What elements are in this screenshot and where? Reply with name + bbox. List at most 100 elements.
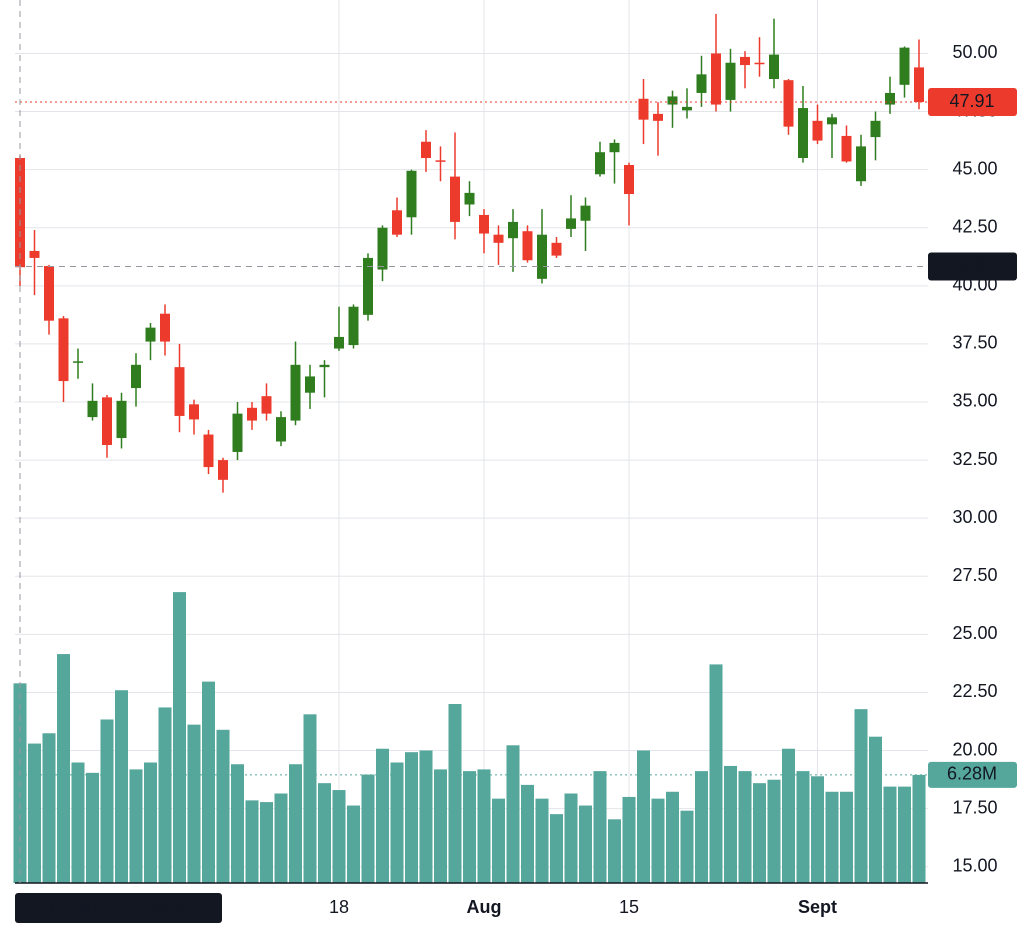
volume-bar — [811, 776, 824, 883]
candle-body — [783, 80, 794, 127]
volume-bar — [173, 592, 186, 883]
volume-bar — [332, 790, 346, 883]
candle-body — [595, 152, 605, 175]
candle-body — [116, 400, 127, 439]
y-tick-label: 17.50 — [952, 797, 997, 817]
y-tick-label: 45.00 — [952, 158, 997, 178]
candle-body — [667, 96, 678, 105]
volume-bar — [318, 783, 331, 883]
volume-bar — [289, 764, 302, 883]
candle-body — [827, 117, 837, 125]
y-tick-label: 27.50 — [952, 565, 997, 585]
volume-bar — [709, 664, 723, 883]
x-tick-label: 15 — [619, 897, 639, 917]
volume-bar — [506, 745, 520, 883]
volume-bar — [448, 703, 462, 883]
candle-body — [348, 306, 359, 346]
candle-body — [174, 367, 185, 416]
y-tick-label: 35.00 — [952, 391, 997, 411]
crosshair-price-box — [928, 252, 1017, 281]
candle-body — [580, 205, 591, 221]
x-tick-label: Sept — [798, 897, 837, 917]
volume-bar — [912, 774, 926, 883]
candle-body — [899, 47, 910, 85]
volume-bar — [361, 774, 375, 883]
candle-body — [841, 135, 852, 162]
candle-body — [711, 53, 721, 105]
volume-bar — [202, 681, 215, 883]
volume-bar — [724, 765, 737, 883]
candle-body — [479, 214, 489, 234]
candle-body — [421, 141, 431, 159]
volume-bar — [42, 733, 56, 883]
volume-bar — [347, 805, 360, 883]
candle-body — [44, 266, 54, 321]
volume-bar — [129, 769, 143, 883]
y-tick-label: 20.00 — [952, 739, 997, 759]
volume-bar — [680, 810, 694, 883]
candle-body — [406, 170, 417, 218]
crosshair-time-box — [15, 893, 222, 923]
volume-bar — [883, 786, 897, 883]
candle-body — [247, 407, 257, 421]
candle-body — [725, 62, 736, 100]
volume-bar — [57, 654, 70, 883]
x-tick-label: Aug — [467, 897, 502, 917]
candle-body — [377, 227, 388, 270]
volume-bar — [86, 772, 99, 883]
volume-bar — [608, 819, 621, 883]
candle-body — [232, 413, 243, 452]
volume-bar — [28, 743, 41, 883]
candle-body — [203, 434, 214, 468]
y-tick-label: 25.00 — [952, 623, 997, 643]
last-volume-box — [928, 761, 1017, 788]
candle-body — [58, 318, 69, 382]
volume-bar — [187, 724, 201, 883]
y-tick-label: 30.00 — [952, 507, 997, 527]
candle-body — [870, 120, 881, 138]
candle-body — [160, 313, 170, 342]
candle-body — [319, 364, 330, 368]
last-price-box — [928, 88, 1017, 117]
candle-body — [450, 176, 460, 222]
candle-body — [682, 106, 692, 111]
x-tick-label: 18 — [329, 897, 349, 917]
candle-body — [261, 396, 272, 414]
volume-bar — [550, 814, 563, 883]
volume-bar — [854, 709, 868, 883]
last-price-label: 47.91 — [949, 91, 994, 111]
volume-bar — [274, 793, 288, 883]
volume-bar — [231, 764, 244, 883]
candle-body — [740, 56, 750, 66]
y-tick-label: 15.00 — [952, 855, 997, 875]
candle-body — [812, 120, 823, 141]
volume-bar — [115, 690, 128, 883]
volume-bar — [144, 762, 157, 883]
volume-bar — [303, 714, 317, 883]
candle-body — [276, 417, 286, 442]
candle-body — [131, 364, 141, 389]
volume-bar — [521, 784, 534, 883]
volume-bar — [840, 791, 853, 883]
volume-bar — [71, 762, 85, 883]
volume-bar — [419, 750, 433, 883]
candle-body — [435, 160, 446, 162]
volume-bar — [622, 796, 636, 883]
candle-body — [73, 361, 83, 363]
candle-body — [885, 92, 895, 105]
volume-bar — [796, 771, 810, 883]
candle-body — [189, 404, 199, 420]
candle-body — [290, 364, 301, 421]
volume-bar — [376, 748, 389, 883]
candle-body — [624, 164, 634, 195]
volume-bar — [158, 707, 172, 883]
volume-bar — [535, 798, 549, 883]
volume-bar — [898, 786, 911, 883]
volume-bar — [216, 729, 230, 883]
volume-bar — [434, 769, 447, 883]
volume-bar — [738, 771, 752, 883]
y-tick-label: 50.00 — [952, 42, 997, 62]
crosshair-time-label: 14 Jun '22 05:30 — [48, 897, 191, 917]
candle-body — [638, 98, 649, 120]
